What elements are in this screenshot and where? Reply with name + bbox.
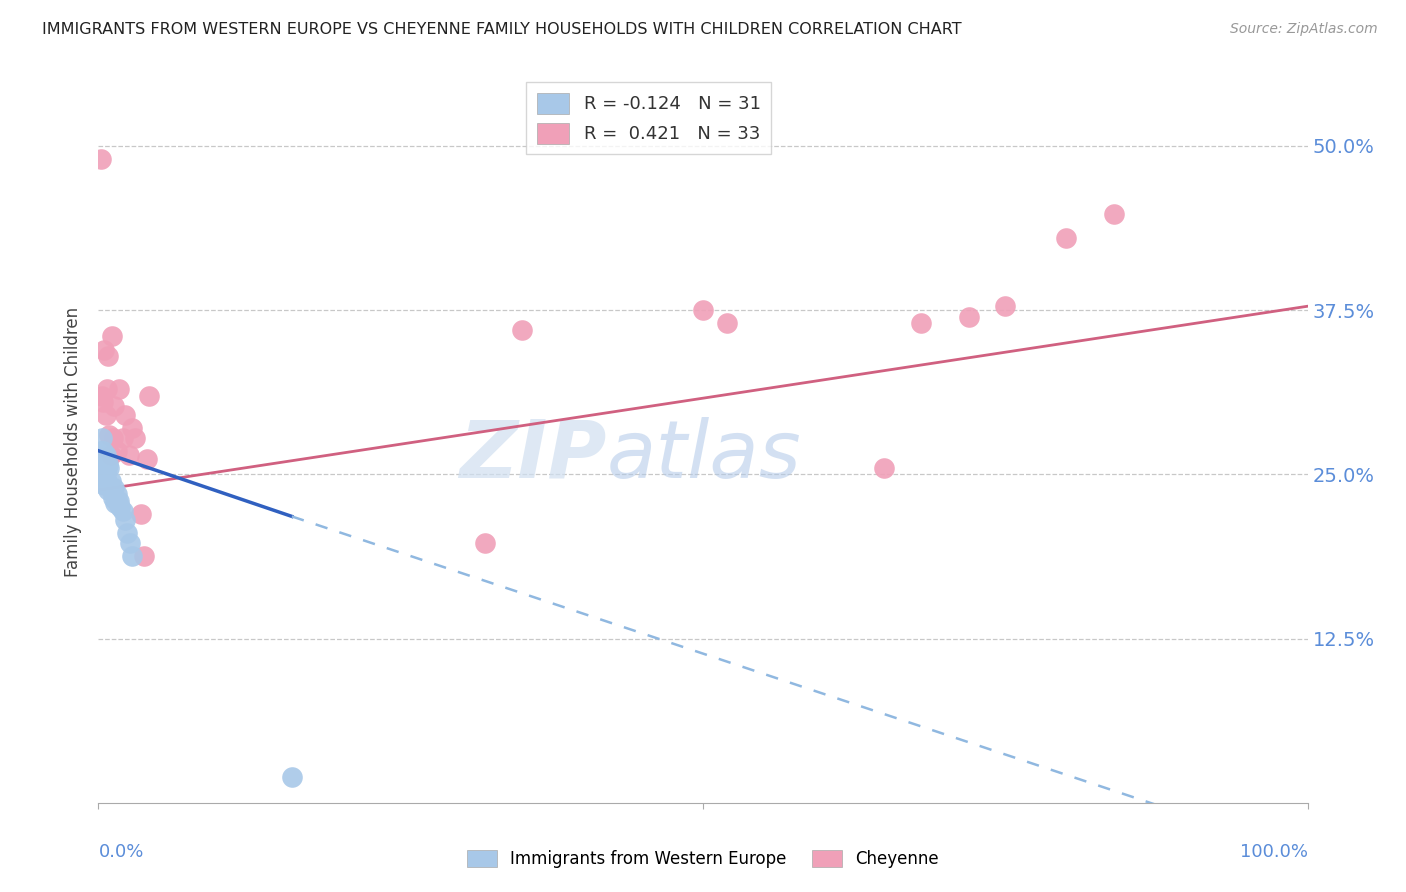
Point [100, 329, 122, 343]
Text: ZIP: ZIP [458, 417, 606, 495]
Point [94, 448, 117, 462]
Point [91, 395, 114, 409]
Point [474, 535, 496, 549]
Point [91, 431, 114, 445]
Point [104, 496, 127, 510]
Point [100, 448, 122, 462]
Point [94, 478, 117, 492]
Point [93, 478, 115, 492]
Point [105, 487, 128, 501]
Point [98, 460, 121, 475]
Point [118, 448, 141, 462]
Point [114, 409, 136, 423]
Point [108, 382, 131, 396]
Point [873, 460, 896, 475]
Point [96, 460, 118, 475]
Text: 0.0%: 0.0% [98, 843, 143, 861]
Point [121, 421, 143, 435]
Point [90, 443, 112, 458]
Point [957, 310, 980, 324]
Y-axis label: Family Households with Children: Family Households with Children [65, 307, 83, 576]
Point [111, 504, 134, 518]
Point [108, 500, 131, 515]
Point [97, 349, 120, 363]
Point [97, 483, 120, 497]
Text: IMMIGRANTS FROM WESTERN EUROPE VS CHEYENNE FAMILY HOUSEHOLDS WITH CHILDREN CORRE: IMMIGRANTS FROM WESTERN EUROPE VS CHEYEN… [42, 22, 962, 37]
Point [994, 299, 1017, 313]
Text: atlas: atlas [606, 417, 801, 495]
Point [91, 460, 114, 475]
Point [135, 451, 157, 466]
Point [105, 443, 128, 458]
Point [1054, 231, 1077, 245]
Text: Source: ZipAtlas.com: Source: ZipAtlas.com [1230, 22, 1378, 37]
Point [510, 323, 533, 337]
Point [94, 409, 117, 423]
Point [124, 431, 146, 445]
Point [1102, 207, 1125, 221]
Legend: R = -0.124   N = 31, R =  0.421   N = 33: R = -0.124 N = 31, R = 0.421 N = 33 [526, 82, 772, 154]
Text: 100.0%: 100.0% [1240, 843, 1308, 861]
Point [121, 549, 143, 563]
Point [114, 513, 136, 527]
Point [91, 388, 114, 402]
Point [96, 474, 118, 488]
Point [281, 770, 304, 784]
Point [94, 465, 117, 479]
Point [103, 481, 125, 495]
Point [129, 507, 152, 521]
Point [108, 493, 131, 508]
Point [96, 382, 118, 396]
Point [103, 399, 125, 413]
Point [93, 465, 115, 479]
Point [101, 431, 124, 445]
Point [118, 535, 141, 549]
Point [100, 483, 122, 497]
Point [117, 526, 139, 541]
Point [111, 431, 134, 445]
Point [91, 443, 114, 458]
Point [716, 316, 738, 330]
Point [138, 388, 160, 402]
Point [93, 343, 115, 357]
Point [134, 549, 156, 563]
Point [101, 491, 124, 505]
Point [692, 303, 714, 318]
Point [100, 474, 122, 488]
Point [90, 152, 112, 166]
Point [91, 470, 114, 484]
Point [98, 428, 121, 442]
Point [93, 457, 115, 471]
Legend: Immigrants from Western Europe, Cheyenne: Immigrants from Western Europe, Cheyenne [461, 843, 945, 875]
Point [97, 457, 120, 471]
Point [107, 496, 129, 510]
Point [910, 316, 932, 330]
